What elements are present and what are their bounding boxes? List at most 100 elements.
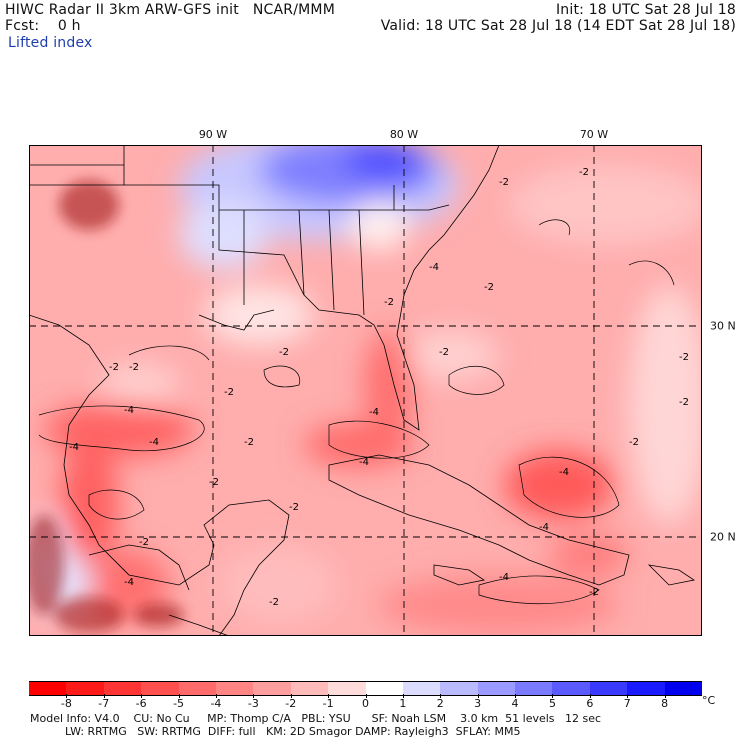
lat-label-30n: 30 N [710, 319, 736, 333]
contour-label: -4 [124, 577, 134, 588]
contour-label: -2 [224, 387, 234, 398]
contour-label: -2 [244, 437, 254, 448]
contour-label: -2 [679, 352, 689, 363]
colorbar-tick [589, 694, 591, 698]
colorbar-tick-label: -6 [135, 697, 147, 710]
contour-lines [38, 219, 675, 605]
colorbar-tick [552, 694, 554, 698]
contour-label: -4 [559, 467, 569, 478]
contour-label: -4 [369, 407, 379, 418]
lon-label-70w: 70 W [579, 128, 609, 141]
colorbar-tick-label: 4 [511, 697, 519, 710]
contour-label: -2 [589, 587, 599, 598]
land-detail [29, 180, 184, 633]
contour-label: -4 [539, 522, 549, 533]
colorbar-cell [66, 681, 105, 696]
contour-label: -2 [499, 177, 509, 188]
colorbar-cell [664, 681, 703, 696]
lon-label-80w: 80 W [389, 128, 419, 141]
valid-time: Valid: 18 UTC Sat 28 Jul 18 (14 EDT Sat … [380, 18, 736, 34]
colorbar-cell [103, 681, 142, 696]
contour-label: -2 [129, 362, 139, 373]
contour-label: -2 [384, 297, 394, 308]
lifted-index-map: -2 -2 -2 -2 -4 -4 -4 -4 -2 -2 -2 -2 -4 -… [29, 145, 702, 636]
colorbar-cell [589, 681, 628, 696]
colorbar-tick-label: -4 [210, 697, 222, 710]
colorbar-cell [627, 681, 666, 696]
contour-label: -2 [279, 347, 289, 358]
init-time: Init: 18 UTC Sat 28 Jul 18 [555, 2, 736, 18]
colorbar-tick [627, 694, 629, 698]
contour-label: -4 [124, 405, 134, 416]
footer-line-1: Model Info: V4.0 CU: No Cu MP: Thomp C/A… [30, 712, 602, 725]
colorbar-tick [103, 694, 105, 698]
colorbar-cell [29, 681, 67, 696]
colorbar-tick-label: 5 [548, 697, 556, 710]
colorbar-tick [141, 694, 143, 698]
colorbar-tick-label: 7 [623, 697, 631, 710]
contour-label: -4 [149, 437, 159, 448]
colorbar-tick-label: 6 [586, 697, 594, 710]
colorbar-cell [141, 681, 180, 696]
colorbar-cell [552, 681, 591, 696]
colorbar-cell [515, 681, 553, 696]
lon-label-90w: 90 W [198, 128, 228, 141]
colorbar-tick-label: 1 [399, 697, 407, 710]
contour-label: -4 [499, 572, 509, 583]
contour-label: -2 [579, 167, 589, 178]
contour-label: -2 [629, 437, 639, 448]
colorbar-tick [215, 694, 217, 698]
field-name: Lifted index [8, 35, 93, 51]
contour-label: -2 [679, 397, 689, 408]
colorbar-tick-label: -1 [322, 697, 334, 710]
colorbar-tick [440, 694, 442, 698]
forecast-hour: Fcst: 0 h [5, 18, 81, 34]
colorbar-tick-label: -8 [60, 697, 72, 710]
colorbar-tick [178, 694, 180, 698]
colorbar-tick-label: -7 [98, 697, 110, 710]
colorbar-tick-label: -2 [285, 697, 297, 710]
contour-label: -4 [359, 457, 369, 468]
contour-label: -4 [69, 442, 79, 453]
contour-labels: -2 -2 -2 -2 -4 -4 -4 -4 -2 -2 -2 -2 -4 -… [69, 167, 689, 608]
footer-line-2: LW: RRTMG SW: RRTMG DIFF: full KM: 2D Sm… [30, 725, 521, 738]
contour-label: -2 [289, 502, 299, 513]
contour-label: -2 [439, 347, 449, 358]
boundaries [29, 145, 696, 636]
colorbar-cell [178, 681, 217, 696]
lat-label-20n: 20 N [710, 530, 736, 544]
colorbar-cell [365, 681, 404, 696]
contour-label: -2 [109, 362, 119, 373]
contour-label: -2 [139, 537, 149, 548]
colorbar-tick [664, 694, 666, 698]
colorbar-tick-label: -3 [247, 697, 259, 710]
colorbar-tick-label: -5 [173, 697, 185, 710]
colorbar-tick [402, 694, 404, 698]
colorbar-cell [402, 681, 441, 696]
contour-label: -2 [209, 477, 219, 488]
colorbar-tick [66, 694, 68, 698]
colorbar-cell [253, 681, 292, 696]
colorbar-cell [290, 681, 329, 696]
contour-label: -4 [429, 262, 439, 273]
colorbar-unit: °C [702, 694, 716, 707]
colorbar-tick-label: 2 [436, 697, 444, 710]
colorbar-tick [253, 694, 255, 698]
colorbar-tick [477, 694, 479, 698]
colorbar-tick [515, 694, 517, 698]
colorbar-cell [440, 681, 479, 696]
header-title: HIWC Radar II 3km ARW-GFS init NCAR/MMM [5, 2, 335, 18]
colorbar-tick-label: 3 [474, 697, 482, 710]
colorbar-cell [215, 681, 254, 696]
colorbar-tick [290, 694, 292, 698]
colorbar-tick [365, 694, 367, 698]
colorbar-cell [477, 681, 516, 696]
colorbar-tick-label: 0 [362, 697, 369, 710]
field-shading [29, 145, 702, 635]
latlon-grid [29, 145, 702, 636]
colorbar-tick-label: 8 [661, 697, 669, 710]
colorbar-tick [328, 694, 330, 698]
contour-label: -2 [484, 282, 494, 293]
colorbar-cell [328, 681, 366, 696]
contour-label: -2 [269, 597, 279, 608]
